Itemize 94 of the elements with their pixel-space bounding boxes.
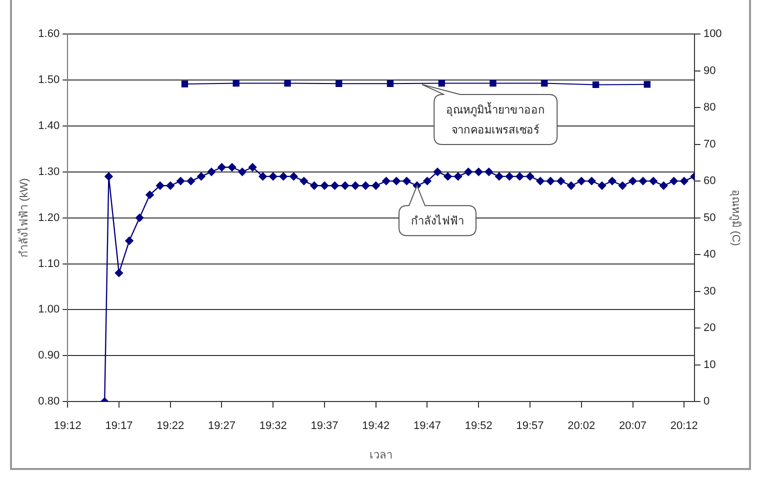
point [146, 190, 154, 199]
y-axis-title: กำลังไฟฟ้า (kW) [18, 178, 31, 258]
point [618, 182, 627, 190]
point [516, 172, 524, 181]
point [320, 182, 329, 190]
y-tick-label: 1.00 [38, 304, 60, 316]
point [372, 182, 380, 190]
point [279, 172, 288, 181]
x-tick-label: 19:52 [464, 420, 492, 432]
y2-tick-label: 10 [703, 358, 716, 371]
point [218, 163, 226, 172]
y-tick-label: 1.20 [38, 212, 60, 224]
point [680, 176, 688, 186]
y2-tick-label: 70 [703, 138, 716, 150]
point [166, 182, 174, 190]
point [474, 168, 483, 176]
y2-axis-title: อุณหภูมิ (C) [729, 190, 742, 246]
point [638, 176, 648, 186]
point [588, 176, 596, 186]
point [495, 172, 504, 181]
point [156, 182, 164, 190]
point [114, 268, 124, 278]
y-tick-label: 0.90 [38, 350, 60, 362]
point [104, 172, 113, 181]
x-tick-label: 19:57 [516, 420, 544, 432]
y-tick-label: 1.40 [38, 120, 60, 132]
point [567, 182, 576, 190]
y2-tick-label: 20 [703, 322, 716, 334]
annotation: อุณหภูมิน้ำยาขาออก จากคอมเพรสเซอร์ [446, 102, 546, 137]
point [207, 168, 216, 176]
point [238, 168, 246, 176]
x-tick-label: 19:12 [54, 420, 82, 432]
point [340, 182, 350, 190]
point [423, 176, 432, 186]
point [454, 172, 462, 181]
y-tick-label: 1.30 [38, 166, 60, 178]
point [300, 176, 308, 186]
point [135, 214, 144, 222]
point [505, 172, 514, 181]
point [670, 176, 678, 186]
y2-tick-label: 30 [703, 285, 716, 298]
point [290, 172, 298, 181]
point [269, 172, 278, 181]
y2-tick-label: 90 [703, 64, 716, 77]
x-tick-label: 19:37 [310, 420, 338, 432]
point [433, 168, 442, 176]
x-tick-label: 19:32 [259, 420, 287, 432]
point [608, 176, 616, 186]
point [330, 182, 339, 190]
point [351, 182, 360, 190]
point [402, 176, 411, 186]
annotation: กำลังไฟฟ้า [411, 214, 464, 228]
y2-tick-label: 0 [703, 396, 710, 408]
y-tick-label: 1.60 [38, 28, 60, 40]
y2-tick-label: 60 [703, 175, 716, 188]
point [484, 168, 493, 176]
x-tick-label: 20:02 [568, 420, 596, 432]
point [577, 176, 586, 186]
y2-tick-label: 40 [703, 248, 716, 261]
x-tick-label: 20:12 [670, 420, 698, 432]
point [197, 172, 206, 181]
y2-tick-label: 100 [703, 28, 722, 40]
point [382, 176, 390, 186]
x-tick-label: 19:27 [208, 420, 236, 432]
x-tick-label: 19:42 [362, 420, 390, 432]
y-tick-label: 0.80 [38, 396, 60, 408]
point [546, 176, 555, 186]
point [176, 176, 185, 186]
point [125, 236, 134, 245]
point [392, 176, 401, 186]
point [464, 168, 472, 176]
point [444, 172, 452, 181]
point [526, 172, 534, 181]
point [598, 182, 606, 190]
point [186, 176, 196, 186]
point [228, 163, 236, 172]
point [361, 182, 370, 190]
point [628, 176, 637, 186]
x-tick-label: 19:47 [413, 420, 442, 432]
x-tick-label: 19:22 [156, 420, 184, 432]
point [258, 172, 267, 181]
x-axis-title: เวลา [370, 449, 393, 462]
y2-tick-label: 80 [703, 102, 716, 114]
y-tick-label: 1.50 [38, 74, 60, 86]
point [649, 176, 658, 186]
point [536, 176, 544, 186]
x-tick-label: 20:07 [619, 420, 647, 432]
point [310, 182, 318, 190]
point [556, 176, 565, 186]
x-tick-label: 19:17 [105, 420, 133, 432]
point [248, 163, 257, 172]
point [660, 182, 668, 190]
y2-tick-label: 50 [703, 212, 716, 224]
y-tick-label: 1.10 [38, 258, 60, 270]
